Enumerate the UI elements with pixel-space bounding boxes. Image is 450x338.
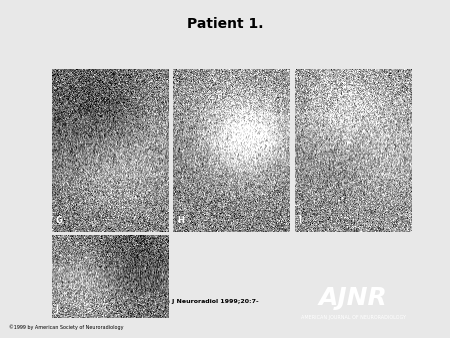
Text: AMERICAN JOURNAL OF NEURORADIOLOGY: AMERICAN JOURNAL OF NEURORADIOLOGY bbox=[301, 315, 406, 320]
Text: Patient 1.: Patient 1. bbox=[187, 17, 263, 31]
Text: I: I bbox=[298, 216, 301, 225]
Text: ©1999 by American Society of Neuroradiology: ©1999 by American Society of Neuroradiol… bbox=[9, 324, 123, 330]
Text: Nancy J. Fischbein et al. AJNR Am J Neuroradiol 1999;20:7-
20: Nancy J. Fischbein et al. AJNR Am J Neur… bbox=[52, 299, 258, 310]
Text: H: H bbox=[177, 216, 184, 225]
Text: AJNR: AJNR bbox=[319, 286, 387, 310]
Text: J: J bbox=[55, 306, 58, 314]
Text: G: G bbox=[55, 216, 62, 225]
